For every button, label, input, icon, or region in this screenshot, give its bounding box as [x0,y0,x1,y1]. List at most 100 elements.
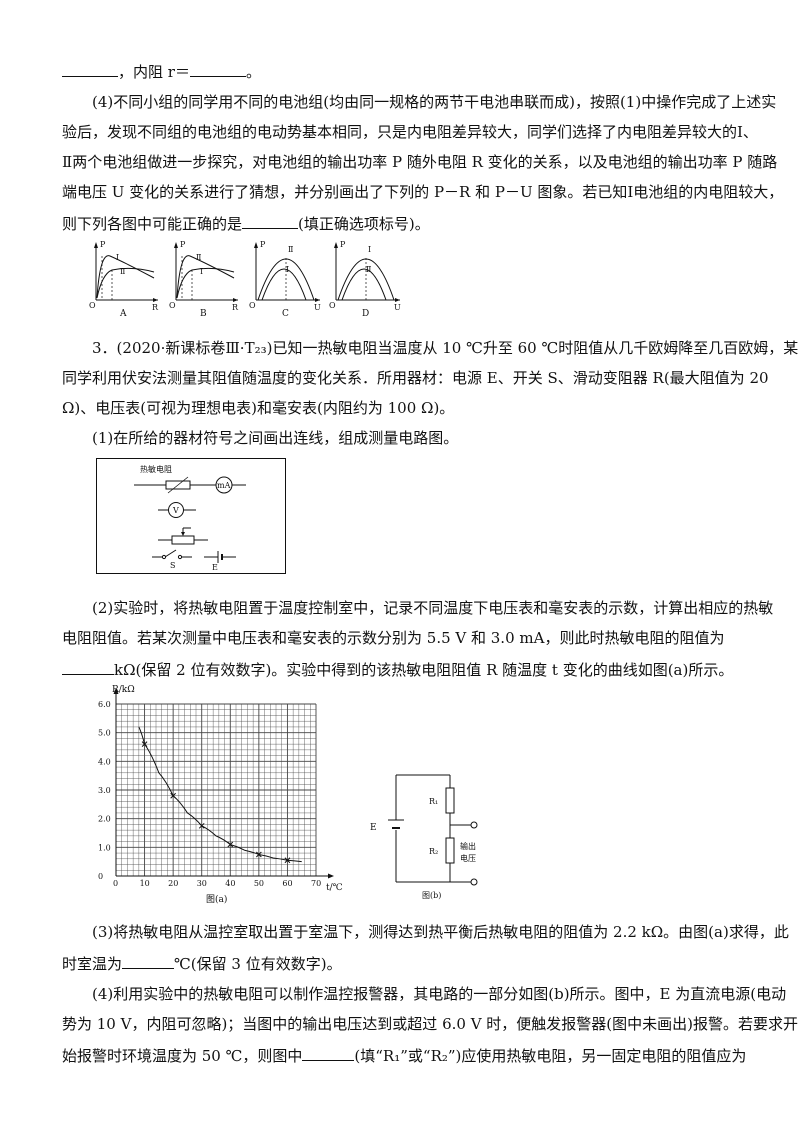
figure-a-caption: 图(a) [206,894,227,904]
data-point [227,841,234,848]
svg-text:Ⅰ: Ⅰ [368,245,371,254]
svg-text:O: O [169,301,176,310]
svg-text:电压: 电压 [460,853,476,863]
x-tick-label: 0 [113,879,118,888]
resistance-curve [138,726,302,863]
x-tick-label: 20 [168,879,178,888]
x-axis-arrow [328,873,334,879]
svg-text:E: E [212,563,218,572]
battery-symbol: E [204,551,236,572]
x-tick-label: 50 [254,879,264,888]
data-point [256,851,262,858]
figure-b-circuit: E R₁ R₂ 输出 电压 图(b) [370,774,478,900]
x-tick-label: 60 [282,879,292,888]
svg-text:图(b): 图(b) [422,891,441,900]
output-terminal-top [470,821,478,829]
svg-text:A: A [119,309,127,318]
svg-text:热敏电阻: 热敏电阻 [140,464,172,474]
question-3-part-4-line-3: 始报警时环境温度为 50 ℃，则图中 (填“R₁”或“R₂”)应使用热敏电阻，另一… [62,1044,746,1066]
data-point [284,857,291,864]
data-point [141,741,148,747]
battery-e: E [370,819,404,833]
question-3-line-2: 同学利用伏安法测量其阻值随温度的变化关系．所用器材：电源 E、开关 S、滑动变阻… [62,369,769,387]
answer-blank [189,60,246,77]
y-tick-label: 4.0 [98,757,111,766]
answer-blank [122,952,175,969]
rheostat-symbol [158,527,208,545]
data-point [198,822,205,829]
circuit-wires [395,774,471,883]
svg-text:V: V [172,506,179,515]
output-terminal-bottom [470,878,478,886]
svg-text:R: R [152,303,159,312]
option-graph-c: P O U Ⅱ Ⅰ C [249,240,321,318]
chart-axes [113,688,334,879]
svg-text:Ⅱ: Ⅱ [366,265,371,274]
svg-text:U: U [314,303,321,312]
svg-text:Ⅱ: Ⅱ [288,245,293,254]
paragraph-4-line-1: (4)不同小组的同学用不同的电池组(均由同一规格的两节干电池串联而成)，按照(1… [92,93,777,111]
svg-text:E: E [370,823,377,833]
option-graph-b: P O R Ⅱ Ⅰ B [169,240,239,318]
y-tick-label: 1.0 [98,843,111,852]
svg-text:C: C [282,309,289,318]
svg-text:Ⅰ: Ⅰ [286,265,289,274]
svg-text:P: P [100,240,106,249]
question-3-line-3: Ω)、电压表(可视为理想电表)和毫安表(内阻约为 100 Ω)。 [62,399,455,417]
svg-text:O: O [249,301,256,310]
svg-text:P: P [180,240,186,249]
circuit-symbols-box: 热敏电阻 mA V S [96,458,286,574]
question-3-part-2-line-2: 电阻阻值。若某次测量中电压表和毫安表的示数分别为 5.5 V 和 3.0 mA，… [62,629,725,647]
answer-blank [62,658,114,675]
y-tick-label: 5.0 [98,729,111,738]
svg-text:D: D [362,309,369,318]
data-points [141,741,291,864]
svg-text:P: P [260,240,266,249]
tick-labels: 0 10 20 30 40 50 60 70 0 1.0 2.0 3.0 4.0 5.0 6.0 [98,700,321,888]
paragraph-4-line-3: Ⅱ两个电池组做进一步探究，对电池组的输出功率 P 随外电阻 R 变化的关系，以及… [62,153,778,171]
x-axis-label: t/℃ [326,883,343,893]
svg-text:O: O [329,301,336,310]
question-3-part-3-line-1: (3)将热敏电阻从温控室取出置于室温下，测得达到热平衡后热敏电阻的阻值为 2.2… [92,923,789,941]
y-tick-label: 6.0 [98,700,111,709]
x-tick-label: 70 [311,879,321,888]
svg-text:R₁: R₁ [429,797,438,806]
svg-text:R₂: R₂ [429,847,438,856]
milliammeter-symbol: mA [200,476,246,494]
question-3-line-1: 3．(2020·新课标卷Ⅲ·T₂₃)已知一热敏电阻当温度从 10 ℃升至 60 … [92,339,799,357]
svg-text:Ⅱ: Ⅱ [120,267,125,276]
answer-blank [242,212,299,229]
y-axis-label: R/kΩ [112,685,135,695]
question-3-part-2-line-1: (2)实验时，将热敏电阻置于温度控制室中，记录不同温度下电压表和毫安表的示数，计… [92,599,774,617]
svg-text:输出: 输出 [460,841,476,851]
svg-text:O: O [89,301,96,310]
x-tick-label: 40 [225,879,235,888]
x-tick-label: 30 [197,879,207,888]
svg-text:S: S [170,561,175,570]
svg-text:R: R [232,303,239,312]
y-tick-label: 0 [98,872,103,881]
svg-text:Ⅰ: Ⅰ [116,253,119,262]
svg-text:Ⅰ: Ⅰ [200,267,203,276]
svg-text:U: U [394,303,401,312]
resistor-r2: R₂ [429,837,455,864]
svg-text:B: B [200,309,207,318]
y-tick-label: 3.0 [98,786,111,795]
question-3-part-3-line-2: 时室温为 ℃(保留 3 位有效数字)。 [62,952,342,974]
answer-blank [62,60,118,77]
thermistor-symbol [134,476,208,494]
svg-text:mA: mA [217,481,231,490]
x-tick-label: 10 [140,879,150,888]
question-3-part-2-line-3: kΩ(保留 2 位有效数字)。实验中得到的该热敏电阻阻值 R 随温度 t 变化的… [62,658,733,680]
paragraph-4-line-5: 则下列各图中可能正确的是 (填正确选项标号)。 [62,212,430,234]
option-graphs: P O R Ⅰ Ⅱ A P O R Ⅱ Ⅰ B P O U Ⅱ Ⅰ C [89,240,401,318]
voltmeter-symbol: V [158,502,196,518]
answer-blank [302,1044,355,1061]
question-3-part-4-line-2: 势为 10 V，内阻可忽略)；当图中的输出电压达到或超过 6.0 V 时，便触发… [62,1015,799,1033]
option-graph-d: P O U Ⅰ Ⅱ D [329,240,401,318]
data-point [170,792,176,799]
question-3-part-4-line-1: (4)利用实验中的热敏电阻可以制作温控报警器，其电路的一部分如图(b)所示。图中… [92,985,787,1003]
option-graph-a: P O R Ⅰ Ⅱ A [89,240,159,318]
resistor-r1: R₁ [429,787,455,814]
